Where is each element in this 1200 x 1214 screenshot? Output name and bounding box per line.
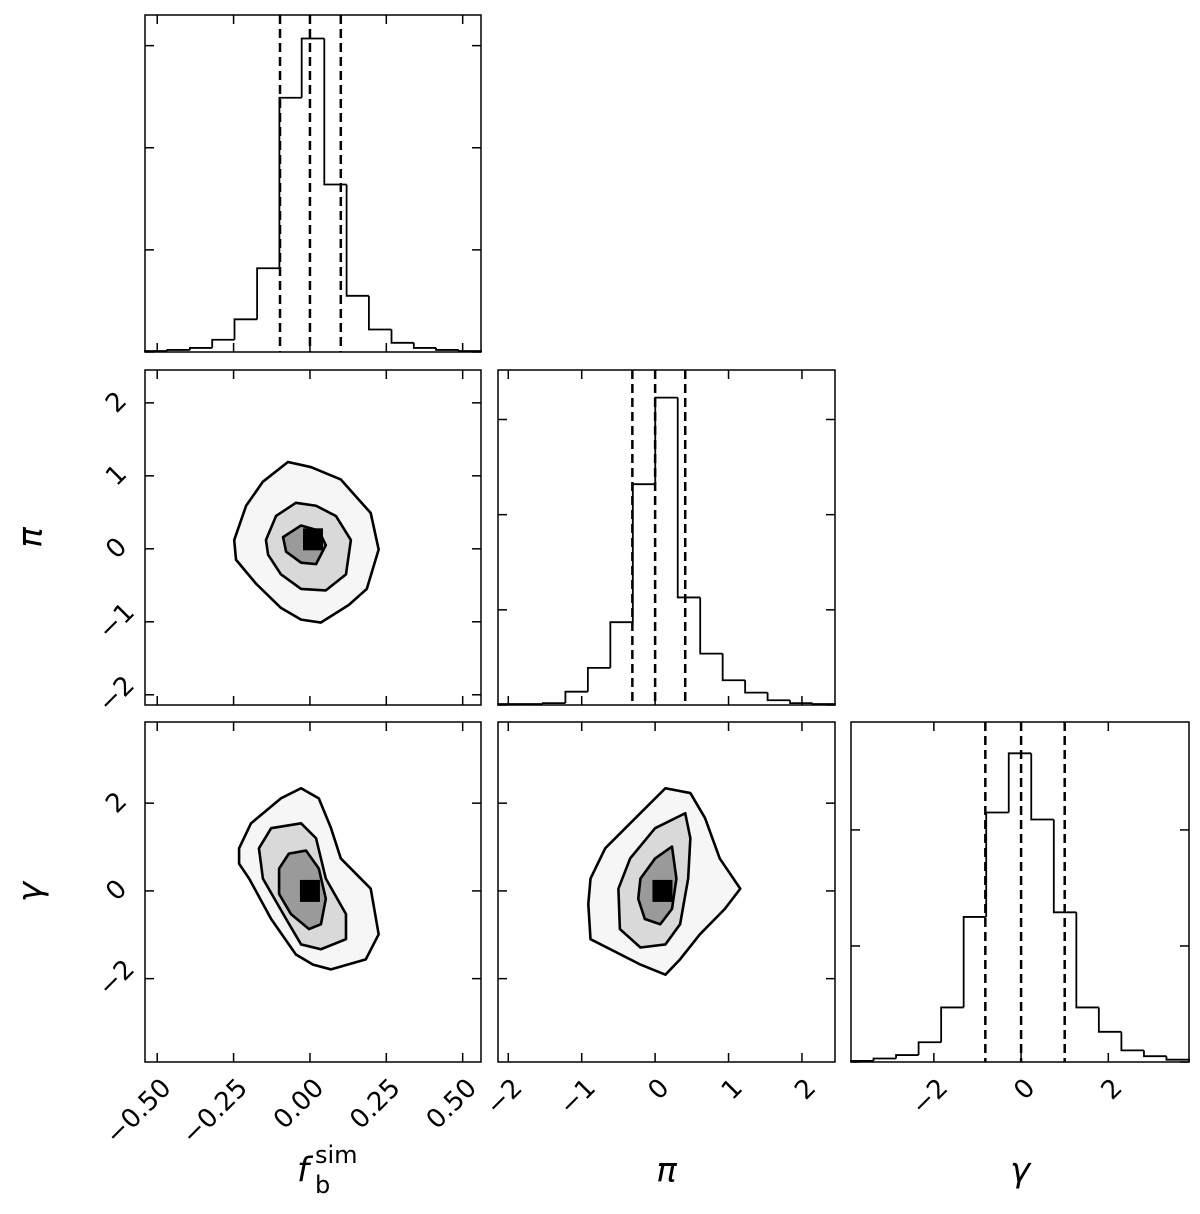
histogram-bin — [1143, 1050, 1167, 1058]
axis-label-sub: b — [315, 1171, 330, 1199]
density-peak — [652, 879, 673, 902]
histogram-bin — [744, 680, 768, 694]
histogram-bin — [256, 267, 280, 320]
panel-frame — [497, 721, 836, 1063]
panel-frame — [144, 14, 482, 353]
histogram-bin — [1030, 753, 1054, 821]
y-tick-label: −2 — [92, 670, 140, 718]
x-tick-label: −0.25 — [176, 1073, 254, 1151]
density-peak — [303, 528, 323, 551]
x-tick-label: 1 — [716, 1073, 749, 1106]
y-tick-label: 1 — [100, 459, 133, 492]
histogram-bin — [300, 37, 325, 98]
histogram-bin — [345, 184, 369, 297]
histogram-bin — [917, 1041, 942, 1056]
axis-label: γ — [1010, 1151, 1032, 1191]
y-tick-label: 0 — [100, 532, 133, 565]
x-tick-label: 2 — [1096, 1073, 1129, 1106]
histogram-bin — [367, 295, 392, 331]
axis-label-symbol: γ — [1010, 1151, 1032, 1191]
histogram-bin — [412, 342, 437, 349]
density-peak — [299, 879, 320, 902]
x-tick-label: 0.25 — [344, 1073, 406, 1135]
panel-frame — [144, 721, 482, 1063]
histogram-bin — [278, 96, 302, 269]
histogram-bin — [872, 1057, 897, 1061]
y-tick-label: −2 — [92, 954, 140, 1002]
panel-frame — [144, 369, 482, 706]
histogram-bin — [895, 1054, 919, 1059]
axis-label-symbol: π — [656, 1151, 677, 1191]
axis-label-symbol: π — [11, 527, 51, 548]
histogram-bin — [1097, 1007, 1122, 1033]
x-tick-label: −1 — [554, 1073, 602, 1121]
histogram-bin — [390, 329, 414, 344]
x-tick-label: −2 — [480, 1073, 528, 1121]
y-tick-label: 2 — [100, 386, 133, 419]
axis-label: π — [11, 527, 51, 548]
histogram-bin — [1165, 1056, 1190, 1062]
histogram-bin — [789, 700, 813, 704]
histogram-bin — [962, 916, 987, 1008]
x-tick-label: 0 — [642, 1073, 675, 1106]
histogram-bin — [609, 621, 633, 668]
x-tick-label: 0.50 — [421, 1073, 483, 1135]
axis-label: γ — [11, 880, 51, 902]
y-tick-label: 0 — [100, 874, 133, 907]
histogram-bin — [699, 597, 723, 655]
x-tick-label: −0.50 — [100, 1073, 178, 1151]
axis-label: π — [656, 1151, 677, 1191]
panel-frame — [850, 721, 1190, 1063]
histogram-bin — [435, 347, 459, 351]
axis-label-sup: sim — [315, 1141, 358, 1169]
histogram-bin — [1075, 912, 1099, 1009]
axis-label-symbol: f — [297, 1151, 314, 1191]
histogram-bin — [189, 347, 213, 350]
y-tick-label: 2 — [100, 786, 133, 819]
histogram-bin — [985, 811, 1009, 917]
panel-frame — [497, 369, 836, 706]
histogram-bin — [323, 38, 347, 186]
histogram-bin — [586, 666, 611, 692]
histogram-bin — [1052, 819, 1077, 914]
y-tick-label: −1 — [92, 597, 140, 645]
histogram-bin — [1007, 752, 1032, 813]
histogram-bin — [766, 692, 791, 702]
histogram-bin — [564, 690, 588, 704]
histogram-bin — [166, 349, 190, 351]
x-tick-label: −2 — [906, 1073, 954, 1121]
histogram-bin — [233, 318, 258, 340]
axis-label-symbol: γ — [11, 880, 51, 902]
histogram-bin — [654, 396, 678, 485]
histogram-bin — [542, 702, 566, 705]
histogram-bin — [631, 483, 656, 623]
histogram-bin — [676, 397, 701, 599]
histogram-bin — [940, 1006, 964, 1043]
x-tick-label: 0 — [1008, 1073, 1041, 1106]
x-tick-label: 0.00 — [268, 1073, 330, 1135]
histogram-bin — [1120, 1031, 1144, 1052]
histogram-bin — [211, 338, 235, 348]
histogram-bin — [721, 653, 746, 682]
x-tick-label: 2 — [789, 1073, 822, 1106]
